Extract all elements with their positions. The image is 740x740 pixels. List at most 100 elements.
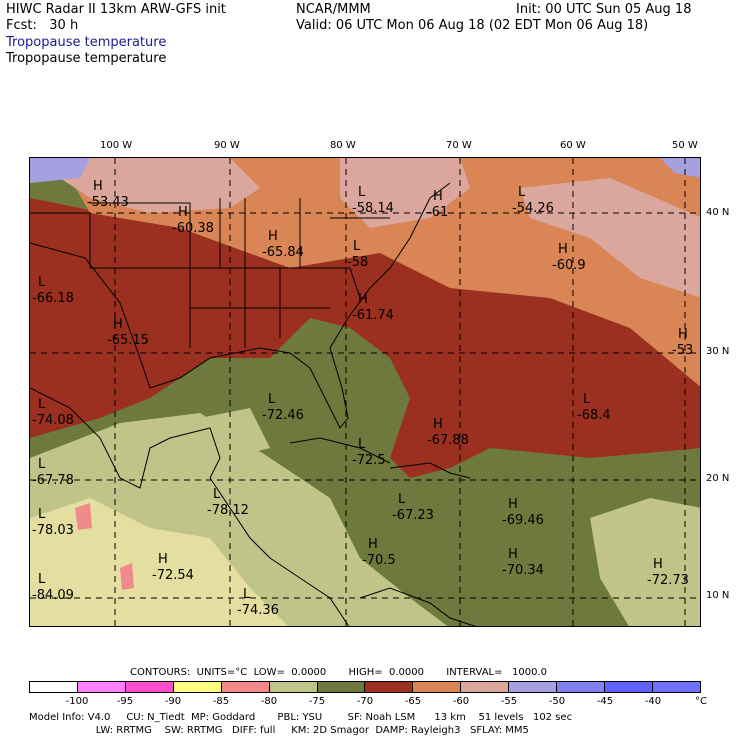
marker-symbol: H (433, 417, 443, 432)
marker-value: -67.78 (32, 473, 74, 488)
marker-symbol: H (653, 557, 663, 572)
forecast-hour: Fcst: 30 h (6, 18, 79, 33)
state-borders (30, 198, 390, 348)
colorbar-swatch (317, 682, 366, 692)
marker-symbol: L (38, 397, 46, 412)
marker-value: -65.84 (262, 245, 304, 260)
marker-symbol: L (583, 392, 591, 407)
marker-value: -72.5 (352, 453, 386, 468)
colorbar-swatch (125, 682, 174, 692)
lat-label-30n: 30 N (706, 346, 730, 357)
marker-value: -72.46 (262, 408, 304, 423)
marker-symbol: L (213, 487, 221, 502)
marker-value: -69.46 (502, 513, 544, 528)
colorbar-swatch (557, 682, 606, 692)
marker-symbol: H (268, 229, 278, 244)
marker-value: -72.73 (647, 573, 689, 588)
marker-symbol: L (518, 185, 526, 200)
marker-symbol: H (508, 497, 518, 512)
colorbar-swatch (652, 682, 700, 692)
marker-value: -61.74 (352, 308, 394, 323)
colorbar-swatch (30, 682, 78, 692)
marker-symbol: L (38, 275, 46, 290)
marker-symbol: H (113, 317, 123, 332)
colorbar-label: °C (695, 696, 707, 707)
colorbar-swatch (173, 682, 222, 692)
field-upper-pink (60, 158, 260, 213)
lon-label-100w: 100 W (100, 140, 133, 151)
colorbar-swatch (509, 682, 558, 692)
colorbar-swatch (77, 682, 126, 692)
marker-symbol: H (433, 189, 443, 204)
marker-value: -72.54 (152, 568, 194, 583)
field-upper-pink-east (520, 178, 700, 298)
marker-value: -65.15 (107, 333, 149, 348)
lon-label-70w: 70 W (446, 140, 472, 151)
marker-value: -53.43 (87, 195, 129, 210)
marker-symbol: L (398, 492, 406, 507)
colorbar-label: -40 (644, 696, 662, 707)
marker-value: -61 (427, 205, 448, 220)
marker-symbol: L (353, 239, 361, 254)
marker-symbol: L (38, 507, 46, 522)
colorbar-label: -100 (65, 696, 89, 707)
marker-symbol: L (38, 457, 46, 472)
field-title-secondary: Tropopause temperature (6, 51, 167, 66)
colorbar-label: -95 (116, 696, 134, 707)
colorbar-label: -75 (308, 696, 326, 707)
marker-value: -53 (672, 343, 693, 358)
marker-symbol: L (358, 185, 366, 200)
contours-info: CONTOURS: UNITS=°C LOW= 0.0000 HIGH= 0.0… (130, 667, 548, 678)
field-upper-purple-e (660, 158, 700, 178)
marker-symbol: H (678, 327, 688, 342)
colorbar-swatch (221, 682, 270, 692)
colorbar-swatch (413, 682, 462, 692)
marker-symbol: L (268, 392, 276, 407)
field-coldest-spot-2 (120, 563, 134, 590)
model-title: HIWC Radar II 13km ARW-GFS init (6, 2, 226, 17)
marker-value: -67.23 (392, 508, 434, 523)
marker-symbol: L (38, 572, 46, 587)
tropopause-temperature-map: H -53.43 H -60.38 H -65.84 L -58.14 H -61 L -54.26 L… (29, 157, 701, 627)
map-canvas: H-53.43H-60.38H-65.84L-58.14H-61L-54.26L… (30, 158, 700, 626)
valid-time: Valid: 06 UTC Mon 06 Aug 18 (02 EDT Mon … (296, 18, 649, 33)
lon-label-90w: 90 W (214, 140, 240, 151)
colorbar-label: -70 (356, 696, 374, 707)
lon-label-60w: 60 W (560, 140, 586, 151)
marker-value: -78.03 (32, 523, 74, 538)
colorbar-label: -85 (212, 696, 230, 707)
marker-value: -68.4 (577, 408, 611, 423)
marker-value: -74.08 (32, 413, 74, 428)
field-cold-caribbean (200, 408, 270, 458)
marker-value: -74.36 (237, 603, 279, 618)
colorbar-label: -45 (596, 696, 614, 707)
model-info-line2: LW: RRTMG SW: RRTMG DIFF: full KM: 2D Sm… (29, 725, 529, 736)
marker-symbol: H (508, 547, 518, 562)
colorbar (29, 681, 701, 693)
marker-value: -70.5 (362, 553, 396, 568)
lat-label-10n: 10 N (706, 590, 730, 601)
colorbar-label: -50 (548, 696, 566, 707)
marker-symbol: H (358, 292, 368, 307)
colorbar-label: -60 (452, 696, 470, 707)
field-coldest-spot-1 (75, 503, 92, 530)
field-cold-southwest (30, 498, 288, 626)
lat-label-40n: 40 N (706, 207, 730, 218)
marker-value: -78.12 (207, 503, 249, 518)
institution-label: NCAR/MMM (296, 2, 371, 17)
coastlines (30, 182, 476, 626)
marker-symbol: H (368, 537, 378, 552)
marker-symbol: L (243, 587, 251, 602)
lon-label-50w: 50 W (672, 140, 698, 151)
colorbar-label: -55 (500, 696, 518, 707)
colorbar-label: -80 (260, 696, 278, 707)
colorbar-swatch (605, 682, 653, 692)
colorbar-swatch (365, 682, 414, 692)
marker-symbol: L (358, 437, 366, 452)
marker-symbol: H (178, 205, 188, 220)
marker-value: -60.38 (172, 221, 214, 236)
marker-value: -84.09 (32, 588, 74, 603)
marker-value: -66.18 (32, 291, 74, 306)
colorbar-swatch (269, 682, 318, 692)
marker-value: -58 (347, 255, 368, 270)
